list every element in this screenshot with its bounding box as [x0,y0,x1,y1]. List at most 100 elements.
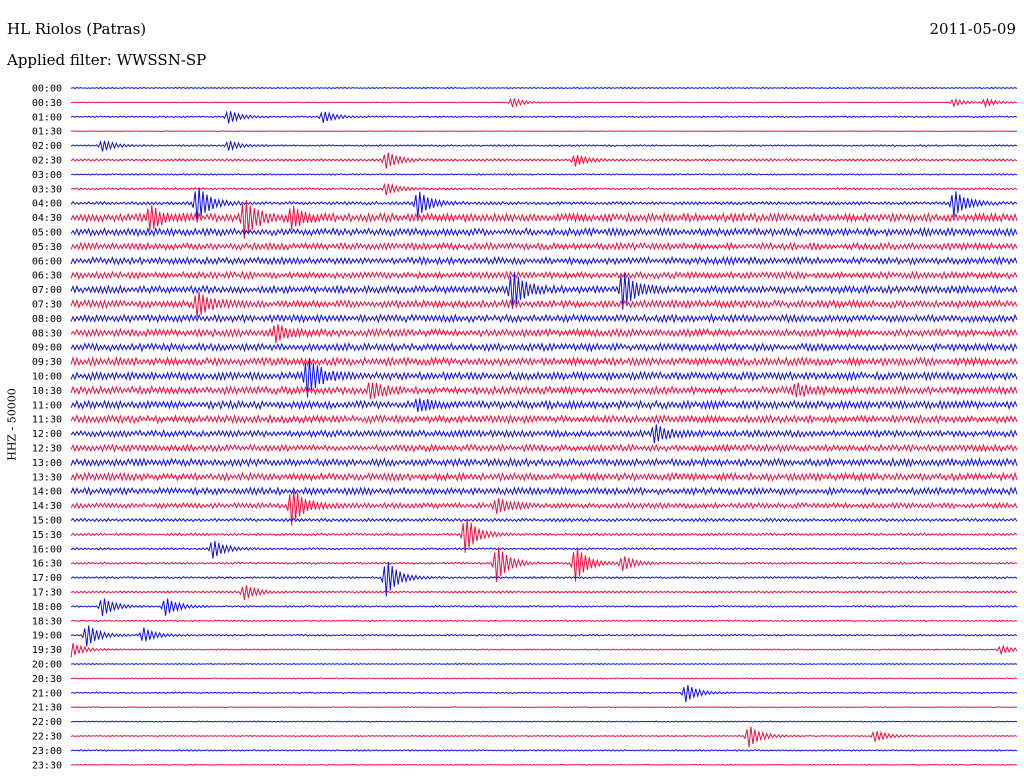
row-time-label: 10:30 [32,386,62,397]
row-time-label: 18:30 [32,616,62,627]
row-time-label: 15:00 [32,516,62,527]
row-time-label: 21:30 [32,703,62,714]
row-time-label: 19:00 [32,631,62,642]
row-time-label: 09:00 [32,343,62,354]
trace-row [70,413,1018,425]
row-time-label: 07:00 [32,285,62,296]
filter-label: Applied filter: WWSSN-SP [7,51,207,69]
row-time-label: 12:00 [32,429,62,440]
trace-row [70,97,1018,109]
trace-row [70,355,1018,368]
row-time-label: 06:30 [32,271,62,282]
row-time-label: 16:00 [32,544,62,555]
trace-row [70,763,1018,766]
row-time-label: 03:30 [32,184,62,195]
trace-row [70,662,1018,666]
row-time-label: 02:00 [32,141,62,152]
trace-row [70,677,1018,680]
trace-row [70,187,1018,223]
row-time-label: 03:00 [32,170,62,181]
row-time-label: 14:30 [32,501,62,512]
row-time-label: 22:00 [32,717,62,728]
row-time-label: 13:30 [32,472,62,483]
trace-row [70,199,1018,239]
row-time-label: 10:00 [32,372,62,383]
row-time-label: 23:00 [32,746,62,757]
row-time-label: 16:30 [32,559,62,570]
row-time-label: 05:30 [32,242,62,253]
row-time-label: 11:00 [32,400,62,411]
trace-row [70,424,1018,444]
trace-row [70,323,1018,344]
row-time-label: 09:30 [32,357,62,368]
trace-row [70,625,1018,647]
trace-row [70,291,1018,318]
trace-row [70,518,1018,554]
row-time-label: 08:30 [32,328,62,339]
trace-row [70,255,1018,266]
row-time-label: 19:30 [32,645,62,656]
trace-row [70,182,1018,196]
row-time-label: 05:00 [32,228,62,239]
row-time-label: 23:30 [32,760,62,771]
row-time-label: 17:00 [32,573,62,584]
trace-row [70,382,1018,400]
trace-row [70,140,1018,152]
trace-row [70,547,1018,583]
trace-row [70,706,1018,709]
trace-row [70,643,1018,658]
trace-row [70,486,1018,497]
trace-row [70,456,1018,468]
trace-row [70,540,1018,559]
row-time-label: 20:00 [32,660,62,671]
row-time-label: 20:30 [32,674,62,685]
row-time-label: 13:00 [32,458,62,469]
trace-row [70,443,1018,453]
trace-row [70,598,1018,617]
station-title: HL Riolos (Patras) [7,20,147,38]
trace-row [70,619,1018,622]
trace-row [70,313,1018,324]
row-time-label: 01:30 [32,127,62,138]
trace-row [70,489,1018,526]
trace-row [70,358,1018,398]
row-time-label: 04:00 [32,199,62,210]
row-time-label: 22:30 [32,732,62,743]
row-time-label: 18:00 [32,602,62,613]
trace-row [70,749,1018,752]
row-time-label: 21:00 [32,688,62,699]
trace-row [70,241,1018,252]
row-time-label: 02:30 [32,156,62,167]
row-time-label: 07:30 [32,300,62,311]
trace-row [70,684,1018,703]
row-time-label: 01:00 [32,112,62,123]
row-time-label: 00:30 [32,98,62,109]
row-time-label: 11:30 [32,415,62,426]
row-time-label: 12:30 [32,444,62,455]
trace-row [70,342,1018,353]
date-label: 2011-05-09 [929,20,1016,38]
row-time-label: 15:30 [32,530,62,541]
trace-row [70,726,1018,748]
trace-row [70,517,1018,523]
trace-row [70,86,1018,90]
row-time-label: 08:00 [32,314,62,325]
row-time-label: 06:00 [32,256,62,267]
trace-row [70,585,1018,600]
trace-row [70,471,1018,483]
trace-row [70,173,1018,176]
trace-row [70,226,1018,238]
trace-row [70,398,1018,413]
trace-row [70,720,1018,723]
row-time-label: 17:30 [32,588,62,599]
trace-row [70,152,1018,169]
trace-row [70,270,1018,280]
trace-row [70,272,1018,310]
row-time-label: 14:00 [32,487,62,498]
row-time-label: 00:00 [32,84,62,95]
trace-row [70,130,1018,133]
row-time-label: 04:30 [32,213,62,224]
trace-row [70,110,1018,124]
trace-row [70,561,1018,597]
